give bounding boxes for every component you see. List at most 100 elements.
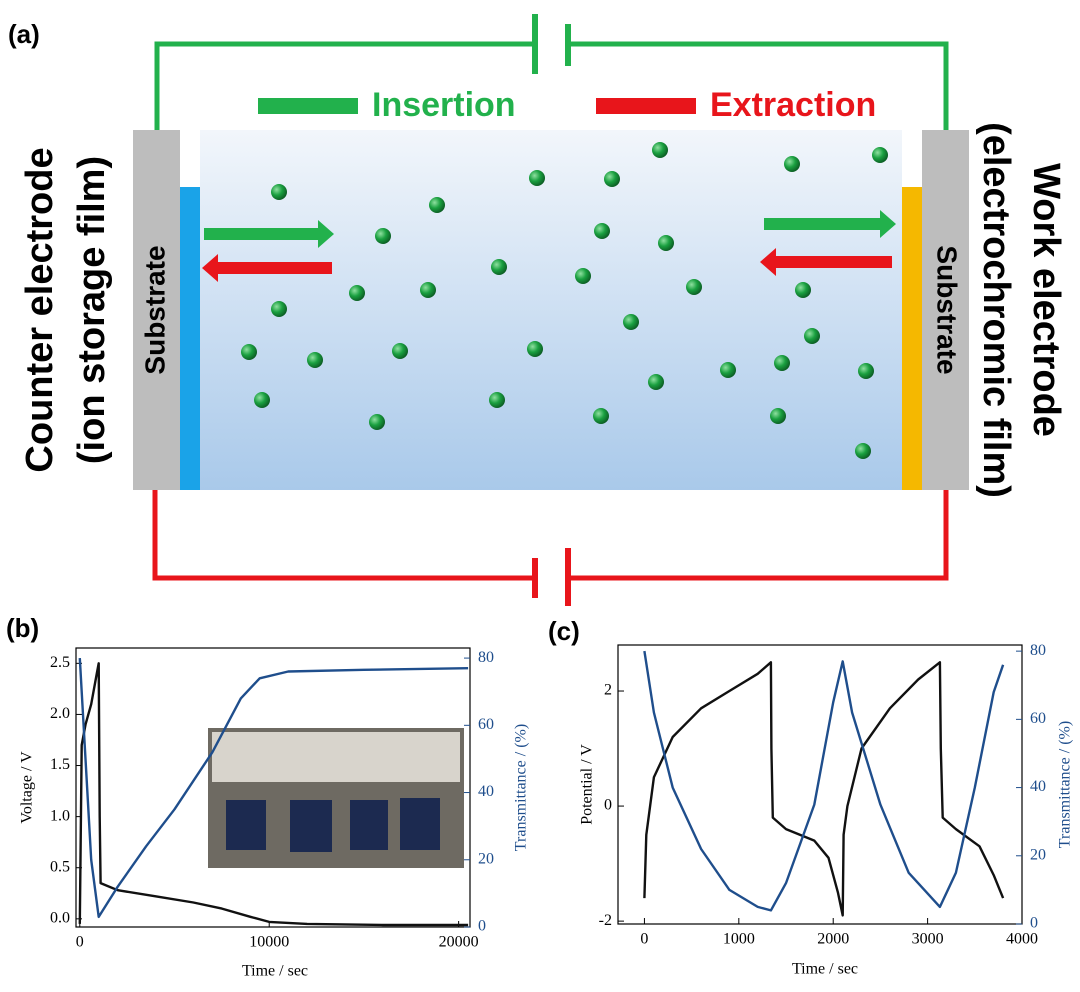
ion — [575, 268, 591, 284]
x-tick-label: 0 — [76, 934, 84, 951]
ion — [648, 374, 664, 390]
legend-label: Insertion — [372, 86, 516, 124]
ion — [491, 259, 507, 275]
ion — [686, 279, 702, 295]
substrate-label: Substrate — [139, 245, 170, 374]
ion — [420, 282, 436, 298]
plot-frame — [75, 647, 471, 928]
legend-swatch — [258, 98, 358, 114]
inset-photo — [212, 732, 460, 782]
y2-tick-label: 0 — [478, 918, 486, 935]
electrode-label: (electrochromic film) — [975, 122, 1017, 498]
panel-label: (c) — [548, 616, 580, 646]
x-tick-label: 3000 — [912, 931, 944, 948]
ion — [593, 408, 609, 424]
plot-frame — [617, 644, 1023, 925]
y2-tick-label: 60 — [1030, 710, 1046, 727]
substrate-label: Substrate — [932, 245, 963, 374]
y2-axis-label: Transmittance / (%) — [513, 724, 530, 851]
ion — [770, 408, 786, 424]
ion — [392, 343, 408, 359]
circuit-bottom — [568, 490, 949, 581]
ion — [623, 314, 639, 330]
x-axis-label: Time / sec — [242, 963, 308, 980]
x-tick-label: 20000 — [439, 934, 479, 951]
diagram: (a) Insertion Extraction Counter electro… — [8, 14, 1067, 606]
electrode-label: Counter electrode — [19, 147, 61, 472]
ion — [604, 171, 620, 187]
inset-photo — [226, 798, 440, 852]
x-axis-label: Time / sec — [792, 961, 858, 978]
ion — [594, 223, 610, 239]
ion — [652, 142, 668, 158]
ion — [855, 443, 871, 459]
panel-label: (b) — [6, 613, 39, 643]
ion — [858, 363, 874, 379]
panel-label: (a) — [8, 19, 40, 49]
ion — [872, 147, 888, 163]
ion — [795, 282, 811, 298]
ion — [271, 301, 287, 317]
y2-axis-label: Transmittance / (%) — [1057, 721, 1074, 848]
y-tick-label: 0.0 — [50, 909, 70, 926]
ion — [804, 328, 820, 344]
y2-tick-label: 60 — [478, 716, 494, 733]
y-axis-label: Voltage / V — [19, 751, 36, 824]
y2-tick-label: 40 — [478, 783, 494, 800]
electrode-label: Work electrode — [1025, 163, 1067, 437]
y2-tick-label: 80 — [478, 649, 494, 666]
y-tick-label: 2.0 — [50, 705, 70, 722]
ion — [720, 362, 736, 378]
y-tick-label: -2 — [599, 912, 612, 929]
x-tick-label: 1000 — [723, 931, 755, 948]
ion — [271, 184, 287, 200]
ion — [307, 352, 323, 368]
ions — [241, 142, 888, 459]
electrochromic-film — [902, 187, 922, 490]
legend-label: Extraction — [710, 86, 876, 124]
x-tick-label: 10000 — [249, 934, 289, 951]
arrows — [202, 210, 896, 282]
y2-tick-label: 20 — [478, 850, 494, 867]
y2-tick-label: 40 — [1030, 778, 1046, 795]
data-line — [643, 650, 1005, 912]
data-line — [78, 658, 469, 919]
y-tick-label: 1.5 — [50, 756, 70, 773]
x-tick-label: 4000 — [1006, 931, 1038, 948]
circuit-top — [154, 41, 535, 130]
ion — [349, 285, 365, 301]
electrolyte — [200, 130, 902, 490]
ion — [658, 235, 674, 251]
ion — [529, 170, 545, 186]
electrode-label: (ion storage film) — [71, 156, 113, 464]
ion — [241, 344, 257, 360]
y2-tick-label: 0 — [1030, 915, 1038, 932]
y-tick-label: 0.5 — [50, 858, 70, 875]
ion — [369, 414, 385, 430]
ion — [784, 156, 800, 172]
circuit-bottom — [152, 490, 535, 581]
y-tick-label: 2.5 — [50, 654, 70, 671]
y-tick-label: 0 — [604, 797, 612, 814]
ion — [429, 197, 445, 213]
x-tick-label: 0 — [640, 931, 648, 948]
substrate — [133, 130, 180, 490]
ion — [774, 355, 790, 371]
circuit-top — [568, 41, 949, 130]
ion — [254, 392, 270, 408]
substrate — [922, 130, 969, 490]
ion-storage-film — [180, 187, 200, 490]
y2-tick-label: 80 — [1030, 642, 1046, 659]
y2-tick-label: 20 — [1030, 846, 1046, 863]
data-line — [643, 661, 1005, 917]
legend-swatch — [596, 98, 696, 114]
ion — [527, 341, 543, 357]
ion — [489, 392, 505, 408]
x-tick-label: 2000 — [817, 931, 849, 948]
data-line — [78, 662, 469, 927]
y-tick-label: 1.0 — [50, 807, 70, 824]
y-axis-label: Potential / V — [579, 744, 596, 825]
ion — [375, 228, 391, 244]
